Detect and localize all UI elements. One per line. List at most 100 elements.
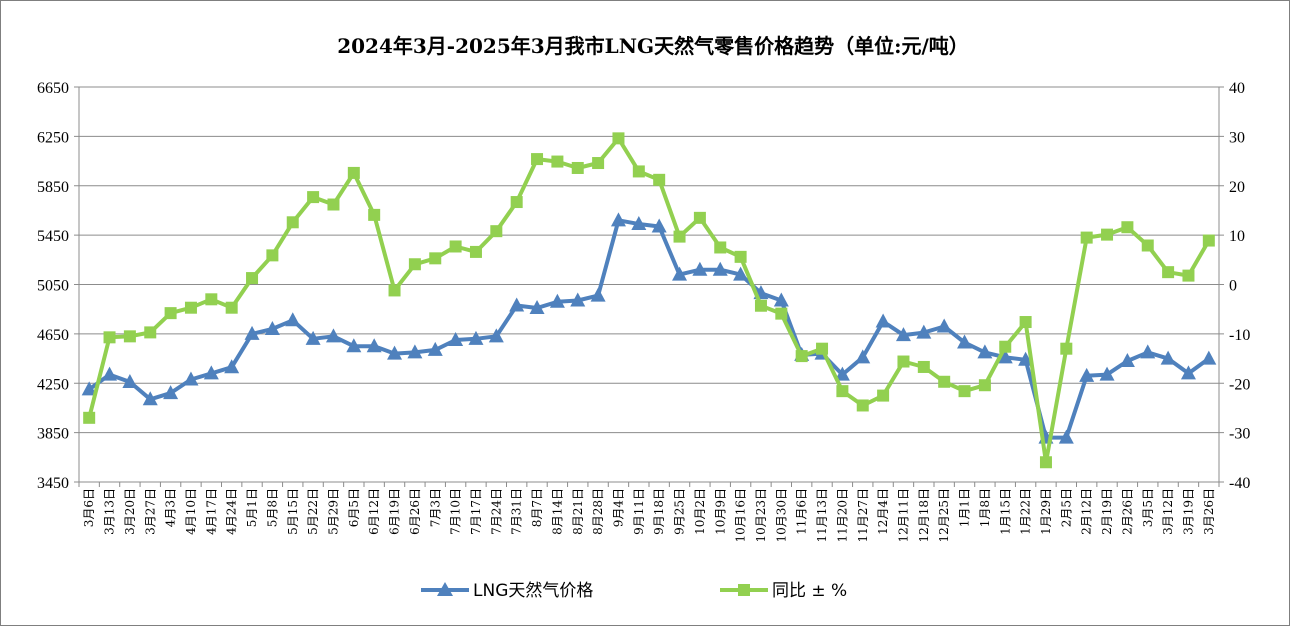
data-point-price xyxy=(203,365,219,380)
data-point-price xyxy=(957,334,973,349)
data-point-price xyxy=(163,385,179,400)
data-point-yoy xyxy=(1039,456,1052,469)
data-point-price xyxy=(997,349,1013,364)
data-point-yoy xyxy=(1060,342,1073,355)
data-point-yoy xyxy=(205,293,218,306)
category-label: 1月22日 xyxy=(1019,488,1033,535)
data-point-yoy xyxy=(1101,228,1114,241)
data-point-price xyxy=(733,266,749,281)
left-axis-ticks: 3450 3850 4250 4650 5050 5450 5850 6250 6650 xyxy=(37,80,69,492)
category-label: 9月11日 xyxy=(632,488,646,535)
left-axis-tick-label: 6250 xyxy=(37,129,69,146)
data-point-price xyxy=(773,292,789,307)
category-label: 6月5日 xyxy=(347,488,361,527)
data-point-yoy xyxy=(1019,316,1032,329)
category-label: 3月19日 xyxy=(1181,488,1195,535)
category-label: 11月27日 xyxy=(856,488,870,543)
data-point-yoy xyxy=(775,307,788,320)
data-point-yoy xyxy=(225,301,238,314)
category-label: 2月12日 xyxy=(1080,488,1094,535)
left-axis-tick-label: 4250 xyxy=(37,376,69,393)
data-point-price xyxy=(610,212,626,227)
category-label: 10月2日 xyxy=(693,488,707,535)
category-label: 11月20日 xyxy=(835,488,849,543)
category-label: 5月29日 xyxy=(326,488,340,535)
left-axis-tick-label: 4650 xyxy=(37,327,69,344)
data-point-yoy xyxy=(429,252,442,265)
data-point-price xyxy=(977,344,993,359)
category-label: 6月12日 xyxy=(367,488,381,535)
data-point-price xyxy=(1201,350,1217,365)
right-axis-tick-label: 40 xyxy=(1229,80,1245,97)
category-label: 4月24日 xyxy=(225,488,239,535)
data-point-price xyxy=(81,381,97,396)
data-point-yoy xyxy=(1080,231,1093,244)
data-point-yoy xyxy=(469,245,482,258)
category-label: 3月27日 xyxy=(143,488,157,535)
data-point-price xyxy=(183,371,199,386)
category-label: 9月18日 xyxy=(652,488,666,535)
data-point-yoy xyxy=(592,157,605,170)
category-label: 3月5日 xyxy=(1141,488,1155,527)
category-label: 9月25日 xyxy=(673,488,687,535)
legend-price-marker xyxy=(437,582,453,596)
data-point-yoy xyxy=(551,155,564,168)
data-point-price xyxy=(672,266,688,281)
series-layer xyxy=(81,132,1217,469)
data-point-yoy xyxy=(1162,266,1175,279)
data-point-price xyxy=(1018,351,1034,366)
data-point-yoy xyxy=(693,211,706,224)
data-point-yoy xyxy=(673,230,686,243)
category-label: 1月29日 xyxy=(1039,488,1053,535)
category-label: 5月1日 xyxy=(245,488,259,527)
data-point-yoy xyxy=(877,389,890,402)
data-point-price xyxy=(305,330,321,345)
data-point-yoy xyxy=(999,340,1012,353)
category-label: 9月4日 xyxy=(611,488,625,527)
category-label: 11月6日 xyxy=(795,488,809,535)
data-point-yoy xyxy=(836,385,849,398)
data-point-price xyxy=(1160,350,1176,365)
data-point-price xyxy=(936,318,952,333)
right-axis-tick-label: -10 xyxy=(1229,327,1250,344)
data-point-price xyxy=(264,320,280,335)
data-point-yoy xyxy=(816,342,829,355)
chart-title: 2024年3月-2025年3月我市LNG天然气零售价格趋势（单位:元/吨） xyxy=(337,34,969,58)
data-point-price xyxy=(366,338,382,353)
category-label: 12月4日 xyxy=(876,488,890,535)
data-point-price xyxy=(285,312,301,327)
data-point-price xyxy=(529,299,545,314)
data-point-price xyxy=(1180,365,1196,380)
data-point-yoy xyxy=(327,198,340,211)
data-point-yoy xyxy=(286,216,299,229)
data-point-yoy xyxy=(246,272,259,285)
left-axis-tick-label: 5850 xyxy=(37,179,69,196)
data-point-yoy xyxy=(103,331,116,344)
data-point-price xyxy=(448,332,464,347)
category-label: 8月7日 xyxy=(530,488,544,527)
category-label: 10月30日 xyxy=(774,488,788,543)
left-axis-tick-label: 6650 xyxy=(37,80,69,97)
data-point-yoy xyxy=(795,350,808,363)
category-label: 7月24日 xyxy=(489,488,503,535)
data-point-yoy xyxy=(1202,234,1215,247)
category-label: 3月26日 xyxy=(1202,488,1216,535)
category-label: 8月21日 xyxy=(571,488,585,535)
data-point-yoy xyxy=(449,240,462,253)
category-label: 8月14日 xyxy=(550,488,564,535)
data-point-yoy xyxy=(571,161,584,174)
series-line-yoy xyxy=(87,136,1211,465)
data-point-yoy xyxy=(1182,269,1195,282)
category-label: 2月26日 xyxy=(1120,488,1134,535)
data-point-price xyxy=(346,338,362,353)
data-point-yoy xyxy=(490,225,503,238)
category-label: 3月6日 xyxy=(82,488,96,527)
category-label: 12月11日 xyxy=(896,488,910,543)
data-point-price xyxy=(855,349,871,364)
data-point-yoy xyxy=(856,399,869,412)
data-point-yoy xyxy=(164,307,177,320)
data-point-price xyxy=(407,344,423,359)
left-axis-tick-label: 3450 xyxy=(37,475,69,492)
